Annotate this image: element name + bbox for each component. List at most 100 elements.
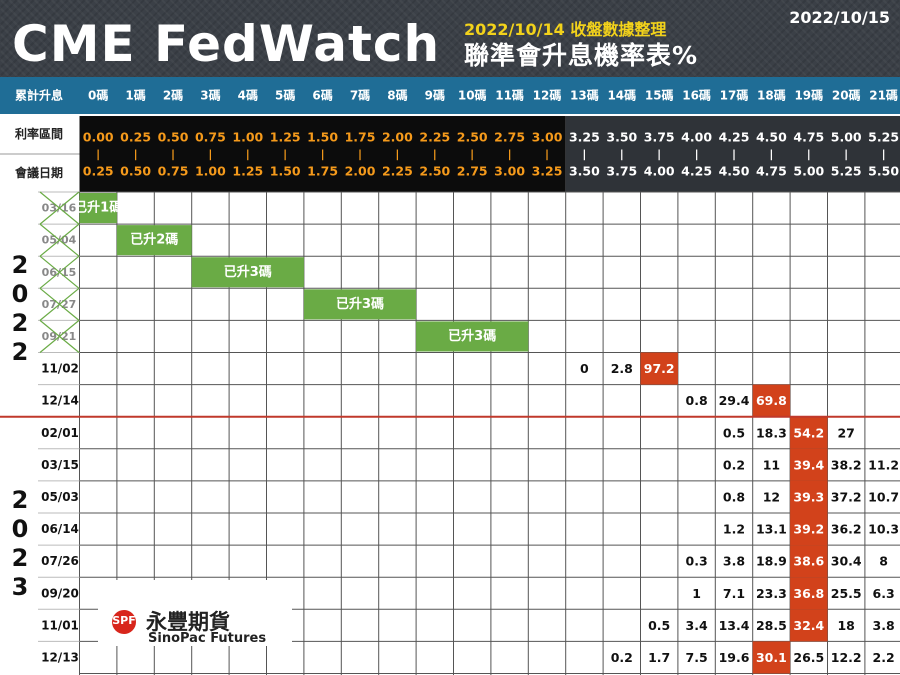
- range-low-label: 3.25: [569, 130, 600, 145]
- range-separator: |: [695, 148, 699, 161]
- hike-column-label: 12碼: [533, 88, 562, 103]
- range-high-label: 3.75: [606, 164, 637, 179]
- hike-column-label: 15碼: [645, 88, 674, 103]
- probability-value: 0: [580, 361, 589, 376]
- range-separator: |: [732, 148, 736, 161]
- peak-probability-cell: [790, 416, 828, 449]
- crossout-line: [39, 287, 80, 321]
- range-low-label: 2.00: [382, 130, 413, 145]
- meeting-date: 12/14: [41, 394, 79, 408]
- probability-value: 36.2: [831, 522, 862, 537]
- year-digit: 3: [12, 573, 29, 601]
- range-high-label: 2.00: [345, 164, 376, 179]
- crossout-line: [39, 319, 80, 353]
- probability-value: 39.3: [793, 489, 824, 504]
- range-high-label: 4.75: [756, 164, 787, 179]
- probability-value: 3.8: [723, 554, 745, 569]
- range-high-label: 3.00: [494, 164, 525, 179]
- range-low-label: 2.25: [419, 130, 450, 145]
- year-digit: 2: [12, 544, 29, 572]
- hike-column-label: 9碼: [425, 88, 445, 103]
- range-high-label: 2.25: [382, 164, 413, 179]
- probability-value: 8: [879, 554, 888, 569]
- hike-bar-label: 已升3碼: [336, 296, 384, 312]
- range-separator: |: [283, 148, 287, 161]
- range-separator: |: [358, 148, 362, 161]
- hike-bar-label: 已升2碼: [130, 232, 178, 248]
- hike-bar: [303, 289, 417, 320]
- sinopac-logo: SPF 永豐期貨 SinoPac Futures: [98, 580, 292, 646]
- range-low-label: 3.00: [532, 130, 563, 145]
- meeting-date: 11/01: [41, 618, 79, 632]
- hike-column-label: 5碼: [275, 88, 295, 103]
- meeting-row-label: 會議日期: [15, 165, 63, 180]
- probability-value: 3.8: [873, 618, 895, 633]
- meeting-date: 07/26: [41, 554, 79, 568]
- hikes-row-label: 累計升息: [15, 88, 63, 103]
- hike-column-label: 21碼: [869, 88, 898, 103]
- probability-value: 28.5: [756, 618, 787, 633]
- probability-value: 12.2: [831, 650, 862, 665]
- range-high-label: 5.25: [831, 164, 862, 179]
- probability-value: 0.5: [723, 425, 745, 440]
- meeting-date: 03/15: [41, 458, 79, 472]
- range-separator: |: [96, 148, 100, 161]
- logo-chinese-name: 永豐期貨: [146, 610, 230, 634]
- probability-value: 30.4: [831, 554, 862, 569]
- hike-column-label: 6碼: [312, 88, 332, 103]
- probability-value: 36.8: [793, 586, 824, 601]
- range-high-label: 4.00: [644, 164, 675, 179]
- hike-column-label: 20碼: [832, 88, 861, 103]
- range-band-past: [79, 116, 566, 192]
- range-low-label: 0.75: [195, 130, 226, 145]
- range-low-label: 4.75: [793, 130, 824, 145]
- hike-bar: [116, 225, 192, 256]
- range-separator: |: [582, 148, 586, 161]
- range-separator: |: [769, 148, 773, 161]
- probability-value: 13.1: [756, 522, 787, 537]
- probability-value: 27: [837, 425, 854, 440]
- range-high-label: 4.25: [681, 164, 712, 179]
- probability-value: 6.3: [873, 586, 895, 601]
- range-separator: |: [208, 148, 212, 161]
- probability-value: 32.4: [793, 618, 824, 633]
- hike-column-label: 13碼: [570, 88, 599, 103]
- probability-value: 12: [763, 489, 780, 504]
- crossout-line: [39, 191, 80, 225]
- page-title: CME FedWatch: [12, 15, 441, 73]
- peak-probability-cell: [790, 448, 828, 481]
- chart-subtitle: 聯準會升息機率表%: [464, 41, 699, 70]
- range-separator: |: [657, 148, 661, 161]
- hike-column-label: 7碼: [350, 88, 370, 103]
- meeting-date: 11/02: [41, 362, 79, 376]
- range-low-label: 2.75: [494, 130, 525, 145]
- probability-value: 2.2: [873, 650, 895, 665]
- range-high-label: 0.25: [83, 164, 114, 179]
- range-low-label: 0.25: [120, 130, 151, 145]
- hike-column-label: 14碼: [607, 88, 636, 103]
- range-separator: |: [844, 148, 848, 161]
- probability-value: 0.8: [723, 489, 745, 504]
- hike-bar-label: 已升1碼: [74, 200, 122, 216]
- range-high-label: 4.50: [719, 164, 750, 179]
- range-separator: |: [433, 148, 437, 161]
- probability-value: 39.4: [793, 457, 824, 472]
- probability-value: 18.9: [756, 554, 787, 569]
- probability-value: 18: [837, 618, 854, 633]
- range-high-label: 1.25: [232, 164, 263, 179]
- range-high-label: 1.00: [195, 164, 226, 179]
- range-low-label: 1.75: [345, 130, 376, 145]
- hike-column-label: 8碼: [387, 88, 407, 103]
- range-separator: |: [882, 148, 886, 161]
- meeting-date: 05/03: [41, 490, 79, 504]
- hike-column-label: 19碼: [794, 88, 823, 103]
- peak-probability-cell: [790, 545, 828, 578]
- year-digit: 2: [12, 251, 29, 279]
- range-high-label: 5.00: [793, 164, 824, 179]
- probability-value: 3.4: [686, 618, 708, 633]
- peak-probability-cell: [790, 609, 828, 642]
- range-low-label: 4.25: [719, 130, 750, 145]
- hike-bar-label: 已升3碼: [224, 264, 272, 280]
- range-low-label: 3.75: [644, 130, 675, 145]
- probability-value: 37.2: [831, 489, 862, 504]
